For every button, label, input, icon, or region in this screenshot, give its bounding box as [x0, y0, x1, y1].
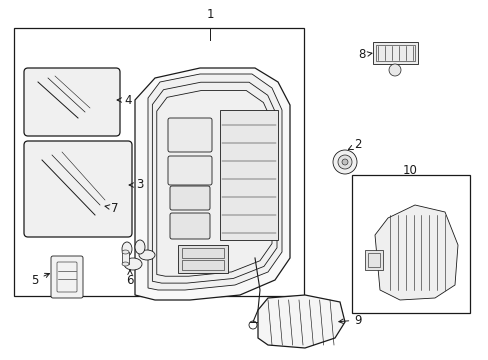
Ellipse shape: [135, 240, 145, 254]
Ellipse shape: [63, 184, 87, 206]
Text: 7: 7: [105, 202, 119, 215]
Bar: [375, 45, 414, 61]
Text: 1: 1: [206, 8, 213, 21]
FancyBboxPatch shape: [168, 156, 212, 185]
Bar: [182, 260, 224, 270]
Ellipse shape: [55, 177, 95, 213]
Ellipse shape: [122, 262, 129, 266]
FancyBboxPatch shape: [51, 256, 83, 298]
FancyBboxPatch shape: [24, 141, 132, 237]
Bar: [351, 175, 469, 313]
Text: 9: 9: [338, 314, 361, 327]
Bar: [372, 42, 417, 64]
FancyBboxPatch shape: [24, 68, 120, 136]
Bar: [122, 252, 129, 264]
FancyBboxPatch shape: [170, 213, 209, 239]
Bar: [60, 203, 82, 211]
Ellipse shape: [122, 250, 129, 254]
Text: 10: 10: [402, 163, 417, 176]
Bar: [367, 253, 379, 267]
Bar: [364, 250, 382, 270]
Polygon shape: [135, 68, 289, 300]
Polygon shape: [258, 295, 345, 348]
Text: 8: 8: [358, 49, 371, 62]
Ellipse shape: [91, 205, 105, 215]
Text: 6: 6: [126, 270, 134, 287]
FancyBboxPatch shape: [170, 186, 209, 210]
Bar: [178, 245, 227, 273]
Text: 4: 4: [117, 94, 131, 107]
Circle shape: [71, 191, 79, 199]
Text: 5: 5: [31, 273, 49, 287]
Ellipse shape: [122, 242, 132, 256]
Circle shape: [337, 155, 351, 169]
Ellipse shape: [139, 250, 155, 260]
Polygon shape: [374, 205, 457, 300]
Circle shape: [341, 159, 347, 165]
Bar: [220, 110, 278, 240]
Text: 2: 2: [348, 139, 361, 152]
Text: 3: 3: [129, 179, 143, 192]
FancyBboxPatch shape: [168, 118, 212, 152]
Ellipse shape: [97, 195, 109, 205]
Ellipse shape: [124, 258, 142, 270]
Bar: [14, 28, 304, 296]
Circle shape: [332, 150, 356, 174]
Bar: [182, 248, 224, 258]
Circle shape: [388, 64, 400, 76]
Polygon shape: [148, 74, 282, 290]
